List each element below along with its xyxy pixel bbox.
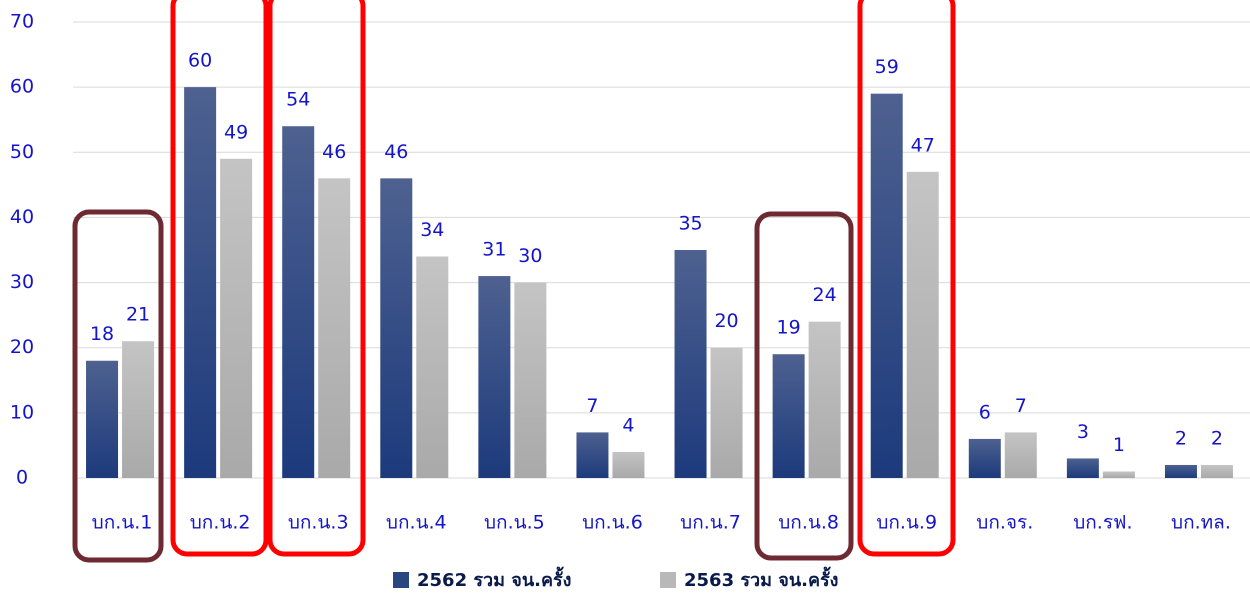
legend-swatch	[660, 572, 676, 588]
bar	[1004, 432, 1037, 478]
y-tick-label: 0	[16, 467, 28, 489]
value-label: 60	[188, 50, 212, 72]
y-tick-label: 50	[10, 141, 34, 163]
bar	[416, 256, 449, 478]
y-tick-label: 20	[10, 336, 34, 358]
bar	[612, 451, 645, 478]
value-label: 30	[518, 245, 542, 267]
bar	[710, 347, 743, 478]
x-tick-label: บก.น.4	[386, 512, 447, 534]
bar	[968, 438, 1001, 478]
plot: 010203040506070บก.น.11821บก.น.26049บก.น.…	[10, 11, 1250, 591]
bar	[220, 158, 253, 479]
value-label: 47	[911, 134, 935, 156]
value-label: 49	[224, 121, 248, 143]
value-label: 6	[979, 401, 991, 423]
value-label: 19	[777, 317, 801, 339]
highlight-box	[170, 0, 269, 557]
y-tick-label: 10	[10, 401, 34, 423]
bar	[576, 432, 609, 478]
value-label: 59	[875, 56, 899, 78]
y-tick-label: 40	[10, 206, 34, 228]
x-tick-label: บก.ทล.	[1171, 512, 1231, 534]
value-label: 1	[1113, 434, 1125, 456]
value-label: 46	[384, 141, 408, 163]
value-label: 34	[420, 219, 444, 241]
legend-label: 2563 รวม จน.ครั้ง	[684, 566, 838, 591]
bar	[1200, 464, 1233, 478]
value-label: 3	[1077, 421, 1089, 443]
highlight-box	[857, 0, 956, 557]
value-label: 7	[1015, 395, 1027, 417]
x-tick-label: บก.น.7	[680, 512, 741, 534]
value-label: 18	[90, 323, 114, 345]
highlight-box	[267, 0, 366, 557]
bar	[86, 360, 119, 478]
x-tick-label: บก.น.3	[288, 512, 349, 534]
legend-label: 2562 รวม จน.ครั้ง	[417, 566, 571, 591]
value-label: 2	[1211, 427, 1223, 449]
x-tick-label: บก.น.1	[92, 512, 153, 534]
bar	[122, 341, 155, 478]
value-label: 24	[813, 284, 837, 306]
y-tick-label: 30	[10, 271, 34, 293]
bar	[906, 171, 939, 479]
x-tick-label: บก.น.5	[484, 512, 545, 534]
bar	[674, 250, 707, 478]
bar	[514, 282, 547, 478]
bar	[380, 178, 413, 479]
value-label: 21	[126, 304, 150, 326]
value-label: 35	[678, 213, 702, 235]
y-tick-label: 60	[10, 76, 34, 98]
value-label: 20	[714, 310, 738, 332]
x-tick-label: บก.น.6	[582, 512, 643, 534]
x-tick-label: บก.น.9	[876, 512, 937, 534]
bar	[478, 276, 511, 478]
value-label: 31	[482, 239, 506, 261]
value-label: 7	[586, 395, 598, 417]
highlight-box	[754, 211, 854, 561]
value-label: 4	[622, 414, 634, 436]
x-tick-label: บก.จร.	[976, 512, 1033, 534]
highlight-boxes	[72, 0, 956, 563]
value-label: 46	[322, 141, 346, 163]
bar	[1066, 458, 1099, 478]
bar	[1102, 471, 1135, 478]
bar	[282, 126, 315, 478]
legend-swatch	[393, 572, 409, 588]
x-tick-label: บก.น.8	[778, 512, 839, 534]
x-tick-label: บก.น.2	[190, 512, 251, 534]
bar	[870, 93, 903, 479]
bar	[184, 87, 217, 479]
value-label: 2	[1175, 427, 1187, 449]
highlight-box	[72, 209, 164, 563]
bar	[1164, 464, 1197, 478]
y-tick-label: 70	[10, 11, 34, 33]
bar	[808, 321, 841, 478]
x-tick-label: บก.รฟ.	[1073, 512, 1132, 534]
bar	[772, 354, 805, 478]
bar	[318, 178, 351, 479]
value-label: 54	[286, 89, 310, 111]
